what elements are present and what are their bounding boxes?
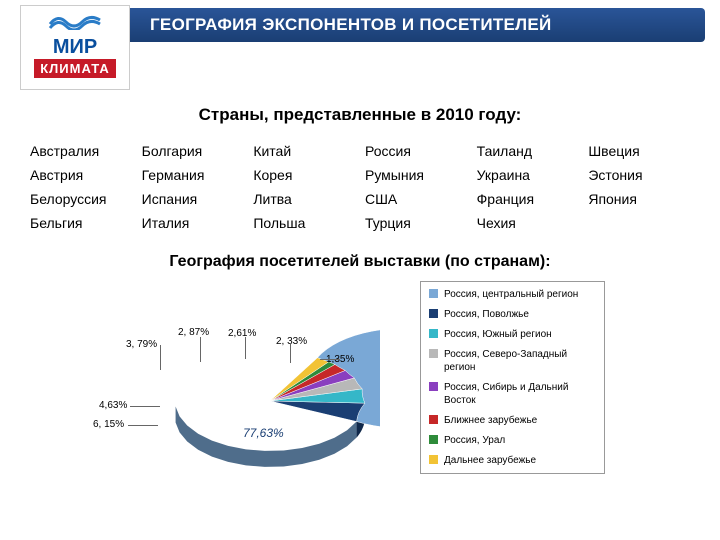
legend-swatch xyxy=(429,309,438,318)
legend-label: Дальнее зарубежье xyxy=(444,454,536,467)
legend: Россия, центральный регион Россия, Поволж… xyxy=(420,281,605,474)
legend-swatch xyxy=(429,382,438,391)
legend-item: Россия, Северо-Западный регион xyxy=(429,348,596,374)
chart-area: 6, 15% 4,63% 3, 79% 2, 87% 2,61% 2, 33% … xyxy=(0,281,720,511)
legend-item: Россия, Поволжье xyxy=(429,308,596,321)
country-cell: Россия xyxy=(365,143,467,159)
country-cell: Бельгия xyxy=(30,215,132,231)
country-cell: США xyxy=(365,191,467,207)
legend-label: Россия, центральный регион xyxy=(444,288,578,301)
country-cell: Италия xyxy=(142,215,244,231)
legend-label: Россия, Сибирь и Дальний Восток xyxy=(444,381,596,407)
country-cell: Китай xyxy=(253,143,355,159)
legend-label: Россия, Северо-Западный регион xyxy=(444,348,596,374)
logo-line1: МИР xyxy=(21,37,129,57)
wave-icon xyxy=(48,12,102,30)
legend-swatch xyxy=(429,415,438,424)
legend-label: Россия, Южный регион xyxy=(444,328,552,341)
legend-label: Россия, Урал xyxy=(444,434,505,447)
legend-swatch xyxy=(429,455,438,464)
country-cell: Австралия xyxy=(30,143,132,159)
country-cell: Литва xyxy=(253,191,355,207)
logo-line2: КЛИМАТА xyxy=(34,59,115,78)
pie-label: 3, 79% xyxy=(126,339,157,350)
legend-swatch xyxy=(429,329,438,338)
legend-item: Россия, центральный регион xyxy=(429,288,596,301)
country-cell xyxy=(588,215,690,231)
pie-label-main: 77,63% xyxy=(243,426,284,440)
country-cell: Австрия xyxy=(30,167,132,183)
legend-label: Россия, Поволжье xyxy=(444,308,529,321)
pie-label: 2,61% xyxy=(228,328,256,339)
country-cell: Франция xyxy=(477,191,579,207)
legend-item: Ближнее зарубежье xyxy=(429,414,596,427)
country-cell: Япония xyxy=(588,191,690,207)
legend-swatch xyxy=(429,349,438,358)
legend-swatch xyxy=(429,289,438,298)
legend-label: Ближнее зарубежье xyxy=(444,414,537,427)
country-cell: Польша xyxy=(253,215,355,231)
country-cell: Турция xyxy=(365,215,467,231)
pie-label: 2, 33% xyxy=(276,336,307,347)
country-cell: Чехия xyxy=(477,215,579,231)
header-title: ГЕОГРАФИЯ ЭКСПОНЕНТОВ И ПОСЕТИТЕЛЕЙ xyxy=(150,15,552,35)
legend-swatch xyxy=(429,435,438,444)
logo: МИР КЛИМАТА xyxy=(20,5,130,90)
legend-item: Россия, Сибирь и Дальний Восток xyxy=(429,381,596,407)
country-cell: Украина xyxy=(477,167,579,183)
country-cell: Корея xyxy=(253,167,355,183)
country-cell: Белоруссия xyxy=(30,191,132,207)
pie-label: 6, 15% xyxy=(93,419,124,430)
country-cell: Таиланд xyxy=(477,143,579,159)
country-cell: Германия xyxy=(142,167,244,183)
country-cell: Швеция xyxy=(588,143,690,159)
section-heading: География посетителей выставки (по стран… xyxy=(0,253,720,271)
legend-item: Россия, Южный регион xyxy=(429,328,596,341)
header: ГЕОГРАФИЯ ЭКСПОНЕНТОВ И ПОСЕТИТЕЛЕЙ МИР … xyxy=(0,0,720,60)
country-cell: Эстония xyxy=(588,167,690,183)
subtitle: Страны, представленные в 2010 году: xyxy=(0,105,720,125)
legend-item: Дальнее зарубежье xyxy=(429,454,596,467)
countries-grid: Австралия Болгария Китай Россия Таиланд Швеци… xyxy=(30,143,690,231)
pie-label: 4,63% xyxy=(99,400,127,411)
country-cell: Болгария xyxy=(142,143,244,159)
pie-label: 2, 87% xyxy=(178,327,209,338)
country-cell: Румыния xyxy=(365,167,467,183)
country-cell: Испания xyxy=(142,191,244,207)
legend-item: Россия, Урал xyxy=(429,434,596,447)
title-bar: ГЕОГРАФИЯ ЭКСПОНЕНТОВ И ПОСЕТИТЕЛЕЙ xyxy=(110,8,705,42)
